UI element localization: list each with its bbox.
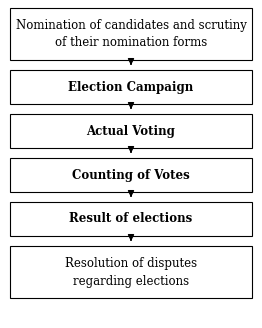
Text: Actual Voting: Actual Voting bbox=[86, 125, 176, 137]
Text: Nomination of candidates and scrutiny
of their nomination forms: Nomination of candidates and scrutiny of… bbox=[15, 18, 247, 50]
Text: Election Campaign: Election Campaign bbox=[68, 80, 194, 93]
Text: Resolution of disputes
regarding elections: Resolution of disputes regarding electio… bbox=[65, 256, 197, 288]
Bar bbox=[10, 158, 252, 192]
Bar bbox=[10, 70, 252, 104]
Bar bbox=[10, 114, 252, 148]
Bar bbox=[10, 8, 252, 60]
Text: Counting of Votes: Counting of Votes bbox=[72, 169, 190, 181]
Bar bbox=[10, 246, 252, 298]
Text: Result of elections: Result of elections bbox=[69, 213, 193, 226]
Bar bbox=[10, 202, 252, 236]
